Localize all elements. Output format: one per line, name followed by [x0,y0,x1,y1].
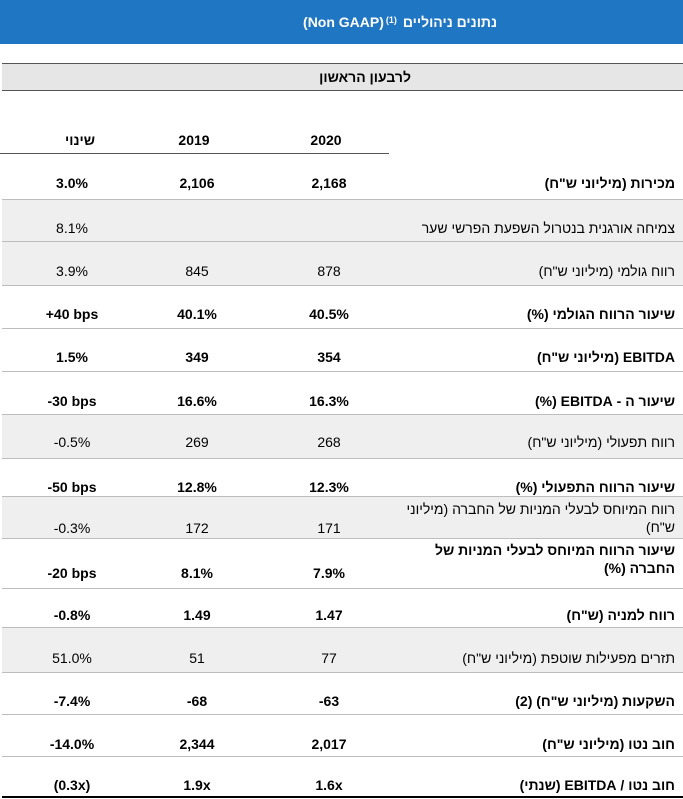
table-row: (0.3x) 1.9x 1.6x חוב נטו / EBITDA (שנתי) [2,756,683,796]
table-row: -30 bps 16.6% 16.3% שיעור ה - EBITDA (%) [2,371,683,414]
title-hebrew: נתונים ניהוליים [402,14,497,30]
section-header: לרבעון הראשון [2,63,683,91]
value-2019: 845 [185,263,209,279]
change-value: 1.5% [56,349,88,365]
row-label: רווח המיוחס לבעלי המניות של החברה (מיליו… [406,501,675,535]
table-row: 3.0% 2,106 2,168 מכירות (מיליוני ש"ח) [2,155,683,199]
row-label: תזרים מפעילות שוטפת (מיליוני ש"ח) [462,650,675,666]
value-2020: 12.3% [309,479,349,495]
row-label: שיעור הרווח הגולמי (%) [526,306,675,322]
value-2020: 16.3% [309,393,349,409]
row-label: צמיחה אורגנית בנטרול השפעת הפרשי שער [421,220,675,236]
column-header-rule [0,153,389,154]
row-label: שיעור ה - EBITDA (%) [534,393,675,409]
value-2019: 269 [185,434,209,450]
table-row: 8.1% צמיחה אורגנית בנטרול השפעת הפרשי שע… [2,199,683,241]
value-2019: 1.49 [183,607,211,623]
value-2020: 40.5% [309,306,349,322]
table-row: 51.0% 51 77 תזרים מפעילות שוטפת (מיליוני… [2,627,683,672]
row-label: חוב נטו (מיליוני ש"ח) [542,736,675,752]
change-value: -20 bps [47,565,97,581]
value-2019: 12.8% [177,479,217,495]
change-value: -14.0% [49,736,95,752]
value-2020: 2,168 [311,175,347,191]
value-2019: 349 [185,349,209,365]
row-label: מכירות (מיליוני ש"ח) [544,175,675,191]
table-row: 3.9% 845 878 רווח גולמי (מיליוני ש"ח) [2,241,683,285]
value-2020: 171 [317,520,341,536]
table-row: -7.4% -68 -63 השקעות (מיליוני ש"ח) (2) [2,672,683,714]
change-value: (0.3x) [53,777,91,793]
title-gaap: (Non GAAP) [303,14,384,30]
change-value: -7.4% [53,693,91,709]
value-2020: 2,017 [311,736,347,752]
value-2020: 7.9% [313,565,345,581]
change-value: +40 bps [45,306,99,322]
row-label: רווח למניה (ש"ח) [566,607,675,623]
table-row: -0.5% 269 268 רווח תפעולי (מיליוני ש"ח) [2,414,683,458]
value-2019: -68 [186,693,208,709]
table-row: -0.3% 172 171 רווח המיוחס לבעלי המניות ש… [2,496,683,538]
row-label: שיעור הרווח התפעולי (%) [515,479,675,495]
value-2020: 878 [317,263,341,279]
change-value: -0.5% [53,434,91,450]
table-row: -50 bps 12.8% 12.3% שיעור הרווח התפעולי … [2,458,683,496]
change-value: 51.0% [52,650,92,666]
row-label: רווח גולמי (מיליוני ש"ח) [538,263,675,279]
value-2019: 172 [185,520,209,536]
row-label: EBITDA (מיליוני ש"ח) [536,349,675,365]
row-label: רווח תפעולי (מיליוני ש"ח) [527,434,675,450]
table-row: -14.0% 2,344 2,017 חוב נטו (מיליוני ש"ח) [2,714,683,756]
change-value: -50 bps [47,479,97,495]
change-value: 3.9% [56,263,88,279]
column-header-change: שינוי [65,132,95,148]
change-value: -30 bps [47,393,97,409]
value-2019: 16.6% [177,393,217,409]
table-row: +40 bps 40.1% 40.5% שיעור הרווח הגולמי (… [2,285,683,328]
value-2019: 51 [189,650,205,666]
value-2020: 1.47 [315,607,343,623]
table-row: 1.5% 349 354 EBITDA (מיליוני ש"ח) [2,328,683,371]
table-bottom-rule [2,796,683,798]
row-label: השקעות (מיליוני ש"ח) (2) [515,693,675,709]
change-value: 8.1% [56,220,88,236]
value-2019: 2,344 [179,736,215,752]
column-header-2020: 2020 [310,132,342,148]
title-footnote: (1) [385,15,397,25]
value-2020: 354 [317,349,341,365]
page-title-bar: (Non GAAP) (1) נתונים ניהוליים [0,0,683,44]
value-2020: 268 [317,434,341,450]
section-label: לרבעון הראשון [319,69,411,85]
change-value: -0.8% [53,607,91,623]
change-value: -0.3% [53,520,91,536]
row-label: שיעור הרווח המיוחס לבעלי המניות של החברה… [434,542,675,576]
value-2019: 1.9x [183,777,211,793]
value-2019: 8.1% [181,565,213,581]
row-label: חוב נטו / EBITDA (שנתי) [519,777,675,793]
change-value: 3.0% [56,175,88,191]
value-2019: 40.1% [177,306,217,322]
column-header-2019: 2019 [178,132,210,148]
value-2020: 77 [321,650,337,666]
value-2020: -63 [318,693,340,709]
value-2019: 2,106 [179,175,215,191]
value-2020: 1.6x [315,777,343,793]
table-row: -20 bps 8.1% 7.9% שיעור הרווח המיוחס לבע… [2,538,683,588]
table-row: -0.8% 1.49 1.47 רווח למניה (ש"ח) [2,588,683,627]
